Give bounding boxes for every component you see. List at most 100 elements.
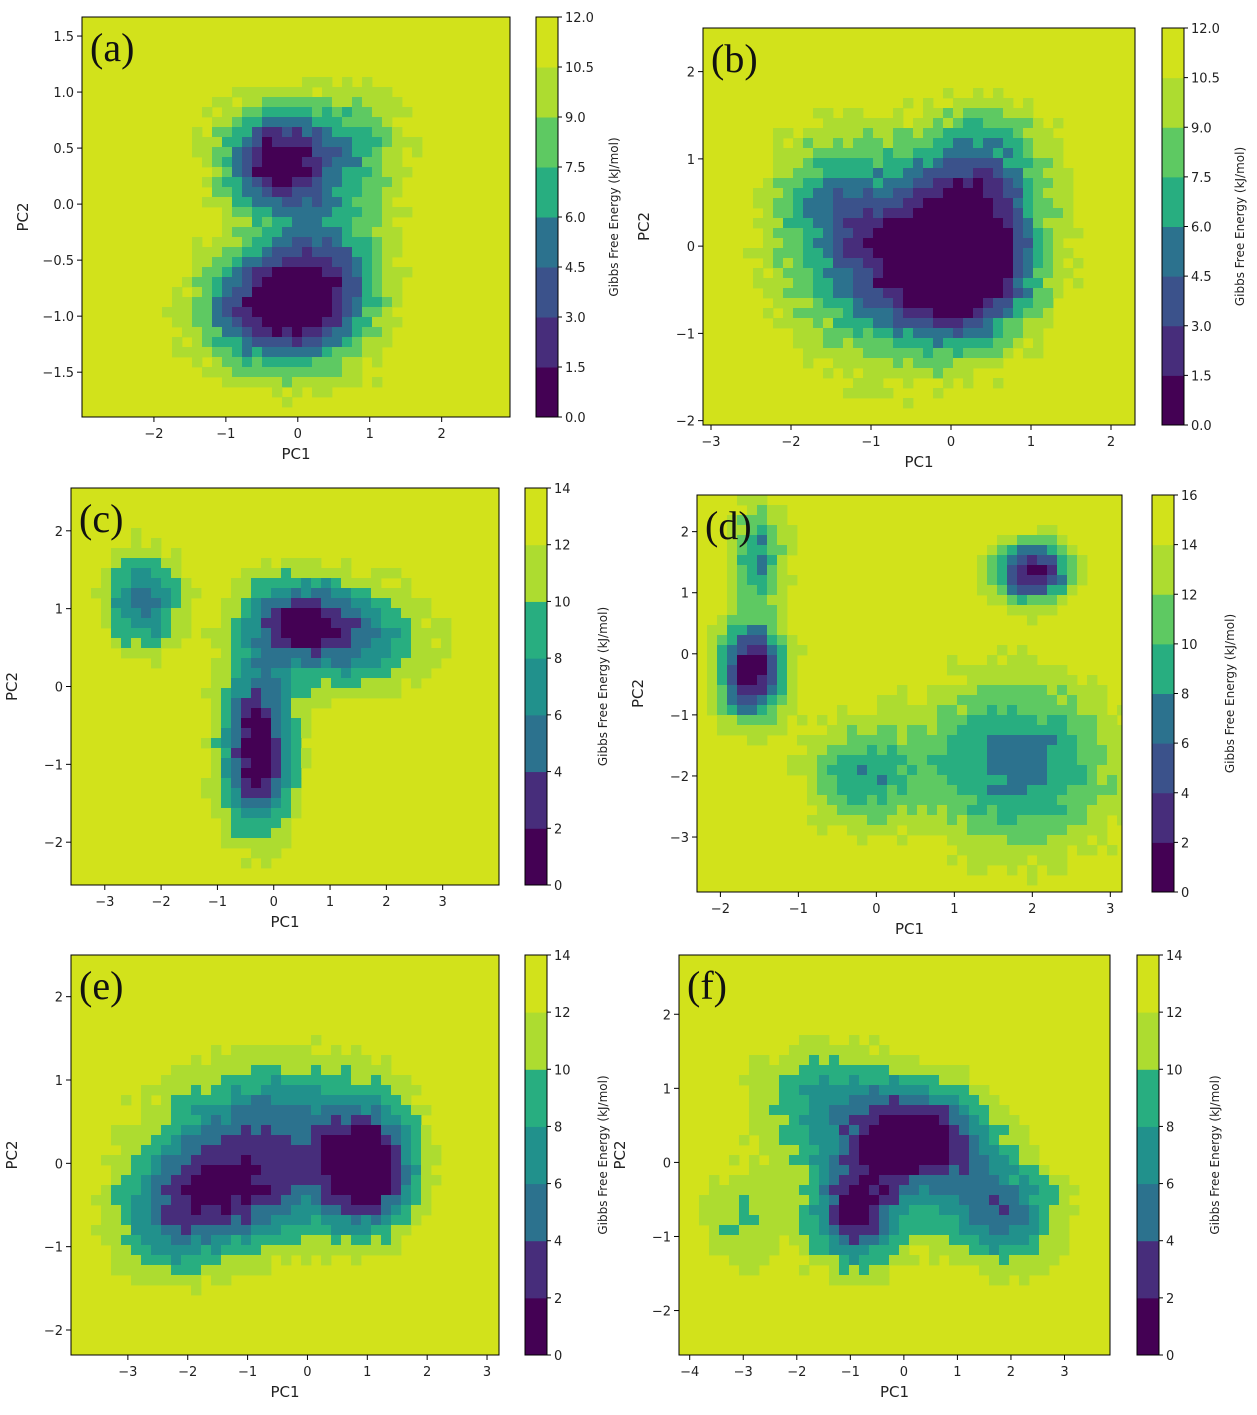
energy-cell — [887, 825, 898, 836]
energy-cell — [391, 1105, 402, 1116]
energy-cell — [281, 1145, 292, 1156]
energy-cell — [281, 1095, 292, 1106]
energy-cell — [933, 288, 944, 299]
energy-cell — [1107, 745, 1118, 756]
energy-cell — [829, 1085, 840, 1096]
energy-cell — [899, 1225, 910, 1236]
energy-cell — [281, 638, 292, 649]
energy-cell — [769, 1245, 780, 1256]
energy-cell — [983, 238, 994, 249]
energy-cell — [281, 578, 292, 589]
energy-cell — [783, 248, 794, 259]
energy-cell — [282, 287, 293, 298]
energy-cell — [963, 218, 974, 229]
energy-cell — [371, 608, 382, 619]
energy-cell — [171, 1125, 182, 1136]
energy-cell — [381, 1145, 392, 1156]
energy-cell — [171, 1085, 182, 1096]
energy-cell — [807, 785, 818, 796]
energy-cell — [1077, 845, 1088, 856]
energy-cell — [759, 1085, 770, 1096]
energy-cell — [282, 217, 293, 228]
energy-cell — [1057, 805, 1068, 816]
energy-cell — [837, 775, 848, 786]
energy-cell — [1107, 755, 1118, 766]
energy-cell — [803, 298, 814, 309]
energy-cell — [252, 227, 263, 238]
energy-cell — [161, 1215, 172, 1226]
energy-cell — [763, 228, 774, 239]
energy-cell — [877, 735, 888, 746]
energy-cell — [332, 257, 343, 268]
energy-cell — [999, 1155, 1010, 1166]
energy-cell — [953, 178, 964, 189]
energy-cell — [332, 237, 343, 248]
energy-cell — [769, 1145, 780, 1156]
energy-cell — [849, 1115, 860, 1126]
energy-cell — [789, 1165, 800, 1176]
energy-cell — [947, 665, 958, 676]
y-tick-label: 0.0 — [53, 198, 74, 213]
energy-cell — [887, 745, 898, 756]
energy-cell — [242, 317, 253, 328]
energy-cell — [757, 725, 768, 736]
energy-cell — [973, 138, 984, 149]
energy-cell — [262, 187, 273, 198]
energy-cell — [923, 338, 934, 349]
energy-cell — [211, 708, 222, 719]
energy-cell — [231, 838, 242, 849]
energy-cell — [261, 778, 272, 789]
energy-cell — [777, 665, 788, 676]
energy-cell — [829, 1095, 840, 1106]
energy-cell — [311, 1175, 322, 1186]
energy-cell — [957, 815, 968, 826]
energy-cell — [967, 715, 978, 726]
energy-cell — [301, 748, 312, 759]
energy-cell — [222, 187, 233, 198]
energy-cell — [1027, 735, 1038, 746]
energy-cell — [997, 815, 1008, 826]
energy-cell — [853, 208, 864, 219]
energy-cell — [967, 725, 978, 736]
energy-cell — [301, 1145, 312, 1156]
energy-cell — [231, 1145, 242, 1156]
energy-cell — [1049, 1205, 1060, 1216]
energy-cell — [1037, 715, 1048, 726]
energy-cell — [979, 1145, 990, 1156]
energy-cell — [873, 238, 884, 249]
energy-cell — [959, 1095, 970, 1106]
energy-cell — [1043, 248, 1054, 259]
energy-cell — [341, 628, 352, 639]
energy-cell — [391, 1185, 402, 1196]
energy-cell — [441, 628, 452, 639]
energy-cell — [977, 835, 988, 846]
energy-cell — [1023, 188, 1034, 199]
energy-cell — [222, 257, 233, 268]
energy-cell — [1049, 1245, 1060, 1256]
energy-cell — [863, 388, 874, 399]
energy-cell — [1037, 795, 1048, 806]
energy-cell — [231, 758, 242, 769]
energy-cell — [331, 1125, 342, 1136]
energy-cell — [789, 1155, 800, 1166]
energy-cell — [849, 1255, 860, 1266]
energy-cell — [1017, 785, 1028, 796]
energy-cell — [342, 177, 353, 188]
energy-cell — [361, 658, 372, 669]
energy-cell — [727, 715, 738, 726]
energy-cell — [903, 358, 914, 369]
energy-cell — [899, 1085, 910, 1096]
energy-cell — [1047, 675, 1058, 686]
energy-cell — [302, 77, 313, 88]
energy-cell — [381, 1095, 392, 1106]
energy-cell — [1117, 755, 1123, 766]
energy-cell — [1013, 268, 1024, 279]
energy-cell — [271, 728, 282, 739]
energy-cell — [121, 558, 132, 569]
energy-cell — [933, 328, 944, 339]
energy-cell — [352, 97, 363, 108]
energy-cell — [919, 1115, 930, 1126]
energy-cell — [1007, 655, 1018, 666]
energy-cell — [312, 327, 323, 338]
energy-cell — [889, 1195, 900, 1206]
